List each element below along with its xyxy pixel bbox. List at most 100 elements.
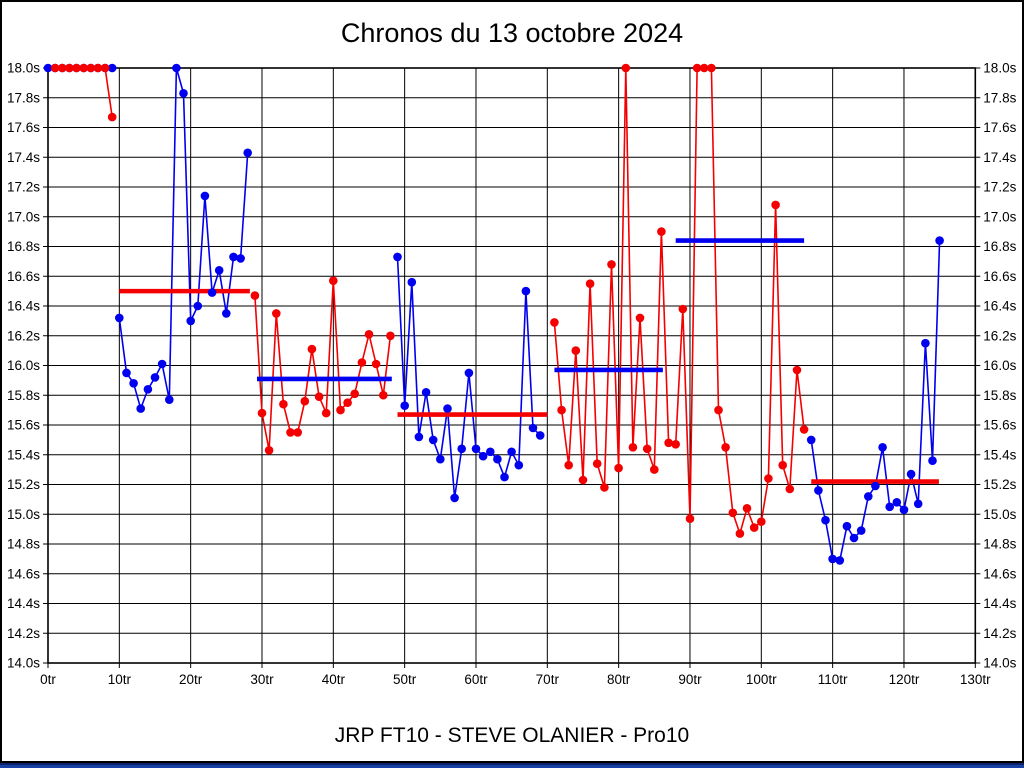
taskbar-top-edge (0, 763, 1024, 765)
y-axis-label-left: 17.6s (7, 120, 40, 135)
data-point (521, 286, 531, 296)
y-axis-label-left: 16.6s (7, 269, 40, 284)
data-point (364, 330, 374, 339)
data-point (100, 63, 110, 73)
y-axis-label-left: 14.4s (7, 596, 40, 611)
y-axis-label-left: 14.6s (7, 566, 40, 581)
data-point (821, 515, 830, 525)
data-point (692, 63, 702, 73)
x-axis-label: 10tr (108, 672, 132, 687)
data-point (528, 423, 538, 433)
data-point (229, 252, 238, 262)
data-point (207, 288, 217, 297)
x-axis-label: 20tr (179, 672, 203, 687)
x-axis-label: 70tr (536, 672, 560, 687)
y-axis-label-right: 14.6s (983, 566, 1016, 581)
data-point (921, 338, 930, 348)
y-axis-label-right: 18.0s (983, 61, 1016, 76)
data-point (107, 112, 117, 122)
data-point (357, 358, 367, 367)
data-point (286, 428, 295, 437)
data-point (678, 304, 688, 314)
data-point (193, 301, 203, 311)
data-point (535, 431, 545, 440)
x-axis-label: 130tr (960, 672, 991, 687)
data-point (885, 502, 894, 512)
y-axis-label-left: 17.2s (7, 180, 40, 195)
data-point (650, 465, 659, 474)
data-point (407, 277, 417, 287)
data-point (685, 514, 695, 523)
data-point (257, 408, 267, 418)
data-point (157, 359, 167, 369)
y-axis-label-right: 15.2s (983, 477, 1016, 492)
x-axis-label: 60tr (464, 672, 488, 687)
data-point (436, 454, 445, 464)
data-point (664, 438, 673, 448)
data-point (600, 483, 609, 492)
x-axis-label: 80tr (607, 672, 631, 687)
data-point (129, 379, 138, 388)
data-point (564, 460, 573, 470)
y-axis-label-left: 15.0s (7, 507, 40, 522)
data-point (200, 191, 210, 201)
data-point (578, 475, 588, 485)
data-point (728, 508, 738, 518)
data-point (856, 526, 866, 535)
y-axis-label-right: 14.0s (983, 656, 1016, 671)
y-axis-label-right: 15.0s (983, 507, 1016, 522)
y-axis-label-right: 17.2s (983, 180, 1016, 195)
series-line-relais-3-rouge (254, 280, 392, 451)
data-point (136, 404, 145, 413)
data-point (785, 484, 795, 494)
data-point (393, 252, 402, 262)
data-point (571, 346, 581, 355)
data-point (864, 492, 873, 501)
data-point (607, 260, 616, 269)
data-point (878, 443, 887, 452)
plot-frame (47, 67, 977, 664)
data-point (749, 523, 759, 532)
y-axis-label-right: 15.6s (983, 418, 1016, 433)
footer-label: JRP FT10 - STEVE OLANIER - Pro10 (335, 724, 689, 747)
average-lines (119, 238, 939, 484)
data-point (814, 486, 823, 495)
data-point (892, 498, 902, 507)
y-axis-label-right: 14.8s (983, 537, 1016, 552)
data-point (243, 148, 252, 158)
data-point (849, 533, 859, 543)
data-point (150, 373, 160, 382)
x-axis-label: 30tr (250, 672, 274, 687)
y-axis-label-left: 16.4s (7, 299, 40, 314)
y-axis-label-right: 14.2s (983, 626, 1016, 641)
y-axis-label-left: 17.0s (7, 209, 40, 224)
data-point (550, 318, 559, 327)
data-point (65, 63, 74, 73)
data-point (165, 395, 174, 405)
data-point (486, 447, 495, 457)
y-axis-label-right: 17.0s (983, 209, 1016, 224)
x-axis-label: 100tr (746, 672, 777, 687)
data-point (771, 200, 780, 210)
y-axis-label-right: 16.8s (983, 239, 1016, 254)
data-point (93, 63, 103, 73)
data-point (400, 401, 410, 411)
data-point (585, 279, 595, 289)
data-point (671, 440, 680, 449)
data-point (279, 399, 288, 409)
page-title: Chronos du 13 octobre 2024 (341, 18, 683, 48)
data-point (321, 408, 331, 418)
y-axis-label-left: 15.8s (7, 388, 40, 403)
data-point (350, 389, 360, 399)
data-point (721, 443, 730, 452)
data-point (329, 276, 338, 286)
data-point (43, 63, 53, 73)
data-point (835, 556, 845, 565)
data-point (72, 63, 81, 73)
data-point (122, 368, 131, 378)
y-axis-label-left: 15.4s (7, 447, 40, 462)
data-point (371, 359, 381, 369)
y-axis-label-right: 16.6s (983, 269, 1016, 284)
